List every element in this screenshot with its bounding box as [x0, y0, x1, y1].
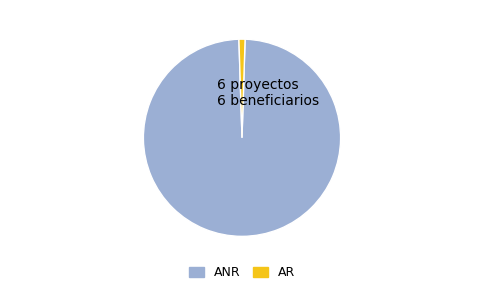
Wedge shape [239, 39, 245, 138]
Wedge shape [143, 39, 341, 236]
Legend: ANR, AR: ANR, AR [184, 261, 300, 284]
Text: 6 proyectos
6 beneficiarios: 6 proyectos 6 beneficiarios [217, 78, 319, 108]
